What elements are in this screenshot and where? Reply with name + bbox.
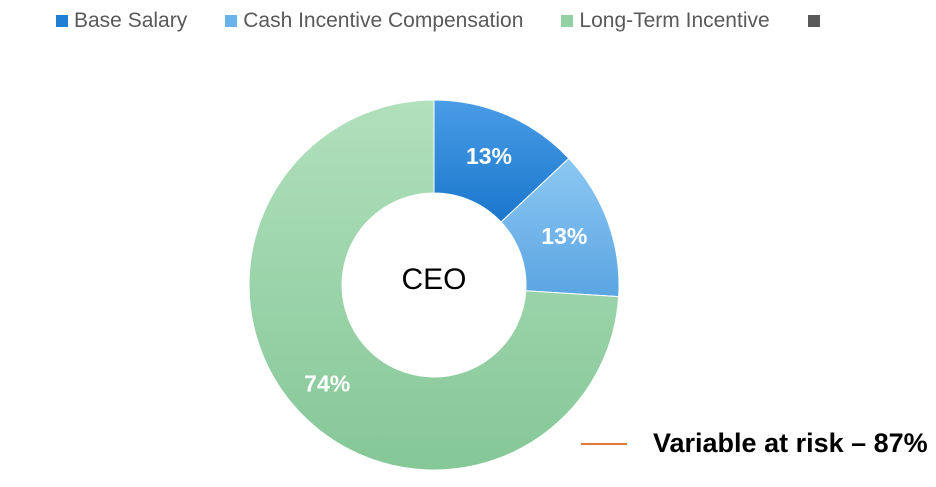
legend-item: Base Salary bbox=[56, 9, 187, 33]
slice-data-label: 13% bbox=[541, 223, 587, 249]
legend-item: Cash Incentive Compensation bbox=[225, 9, 523, 33]
chart-legend: Base Salary Cash Incentive Compensation Lo… bbox=[56, 8, 864, 34]
slice-data-label: 13% bbox=[466, 143, 512, 169]
slice-data-label: 74% bbox=[304, 370, 350, 396]
donut-slice bbox=[248, 99, 620, 471]
annotation-text: Variable at risk – 87% bbox=[653, 428, 928, 458]
variable-at-risk-annotation: Variable at risk – 87% bbox=[581, 428, 928, 459]
legend-swatch bbox=[56, 15, 68, 27]
legend-swatch bbox=[561, 15, 574, 27]
center-label: CEO bbox=[401, 263, 466, 296]
legend-item bbox=[807, 15, 826, 27]
legend-label: Long-Term Incentive bbox=[579, 9, 770, 32]
annotation-line bbox=[581, 442, 627, 445]
legend-label: Cash Incentive Compensation bbox=[243, 9, 524, 32]
legend-label: Base Salary bbox=[74, 9, 188, 32]
legend-swatch bbox=[225, 15, 238, 27]
legend-swatch bbox=[807, 15, 820, 27]
legend-item: Long-Term Incentive bbox=[561, 9, 770, 33]
